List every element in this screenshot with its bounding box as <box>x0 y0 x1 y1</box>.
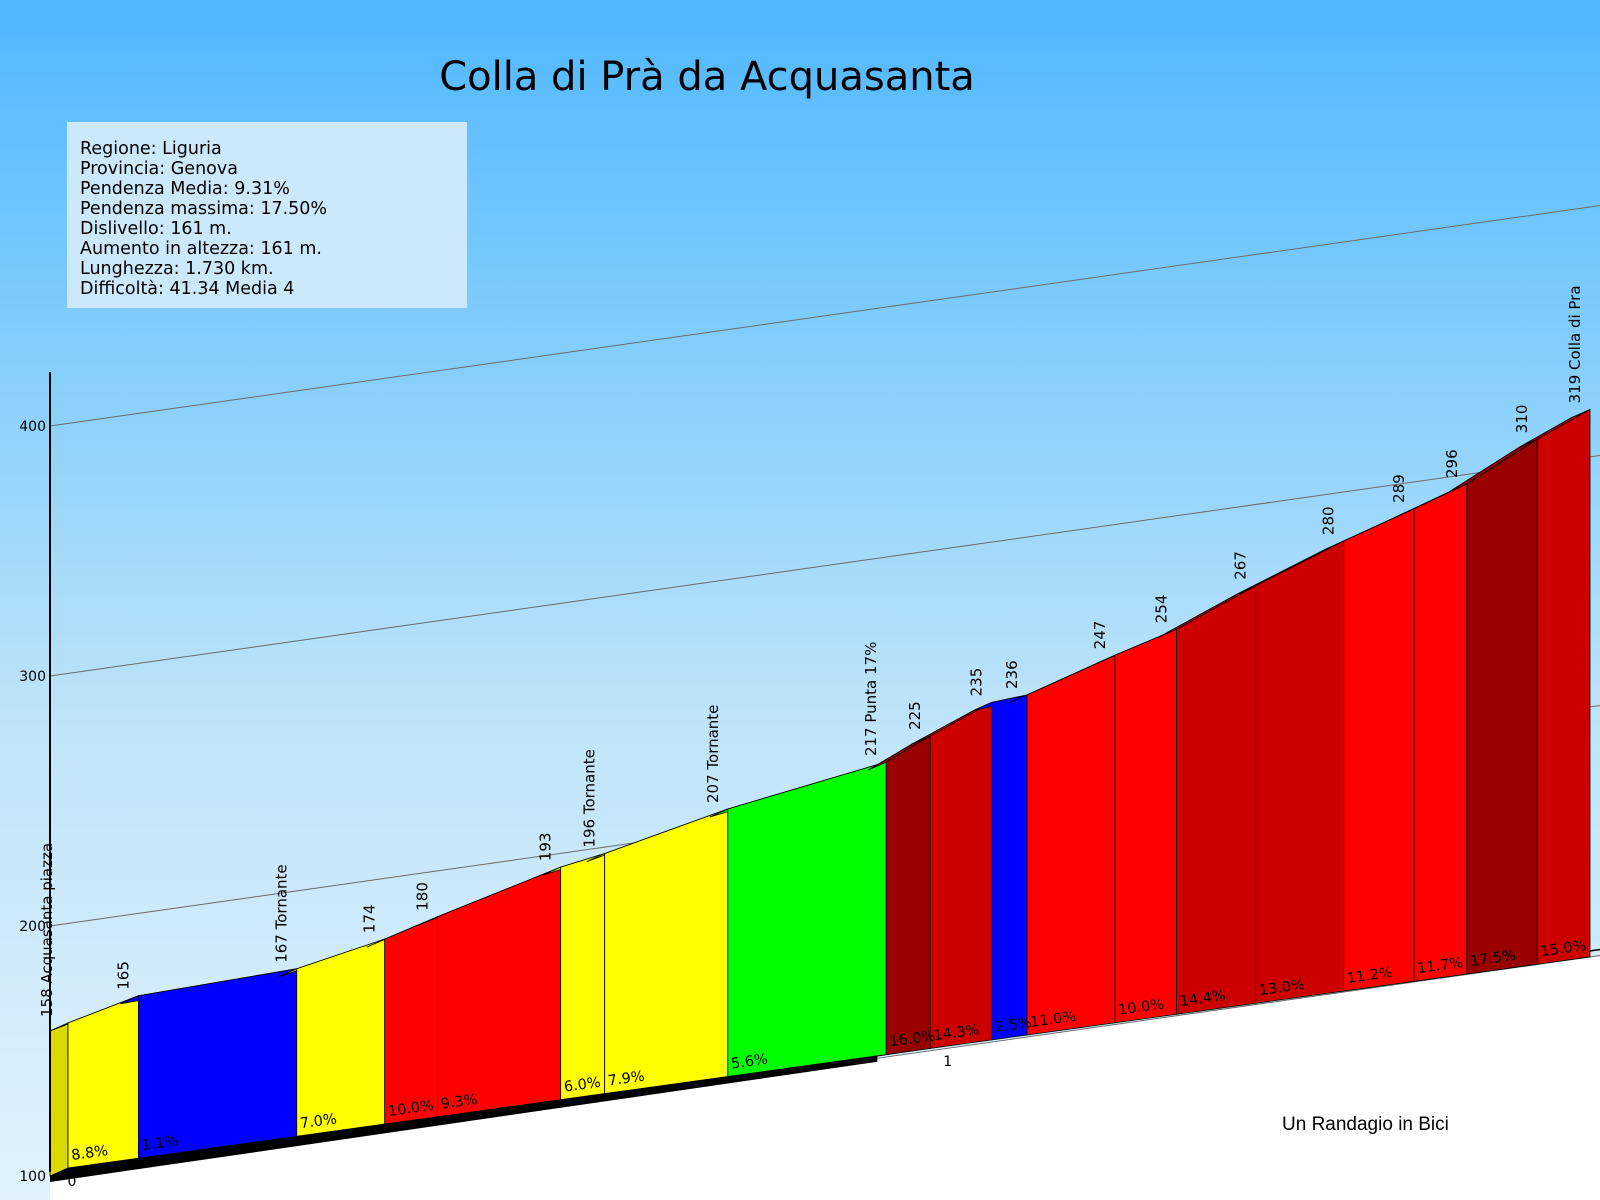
segment-bar <box>604 808 729 1095</box>
info-line: Lunghezza: 1.730 km. <box>80 259 274 279</box>
grade-label: 14.3% <box>933 1022 981 1044</box>
segment-bar <box>384 916 438 1125</box>
grade-label: 17.5% <box>1469 948 1517 970</box>
info-line: Pendenza massima: 17.50% <box>80 199 327 219</box>
segment-bar <box>1255 540 1345 1004</box>
segment-bar <box>885 735 931 1055</box>
segment-bar <box>1176 585 1257 1015</box>
grade-label: 16.0% <box>889 1028 937 1050</box>
credit-text: Un Randagio in Bici <box>1282 1114 1449 1135</box>
grid-line <box>49 205 1600 427</box>
grade-label: 11.0% <box>1029 1009 1077 1031</box>
grade-label: 10.0% <box>1117 997 1165 1019</box>
elevation-label: 193 <box>537 833 555 862</box>
elevation-label: 167 Tornante <box>273 864 291 962</box>
segment-bar <box>137 968 298 1159</box>
y-tick-label: 300 <box>19 669 46 685</box>
elevation-label: 235 <box>968 668 986 697</box>
info-line: Aumento in altezza: 161 m. <box>80 239 322 259</box>
segment-bar <box>437 866 562 1118</box>
grade-label: 11.2% <box>1346 965 1394 987</box>
elevation-label: 236 <box>1003 660 1021 689</box>
chart-title: Colla di Prà da Acquasanta <box>439 54 975 100</box>
segment-bar <box>560 853 606 1101</box>
segment-bar <box>1536 408 1591 965</box>
info-line: Regione: Liguria <box>80 139 222 159</box>
y-tick-label: 200 <box>19 919 46 935</box>
info-box-bg <box>67 122 467 308</box>
grade-label: 8.8% <box>70 1143 109 1164</box>
elevation-label: 247 <box>1091 621 1109 650</box>
elevation-label: 165 <box>114 961 132 990</box>
grade-label: 7.0% <box>299 1111 338 1132</box>
y-tick-label: 100 <box>19 1169 46 1185</box>
segment-side-face <box>49 1022 69 1177</box>
elevation-label: 180 <box>414 882 432 911</box>
segment-bar <box>1466 438 1538 975</box>
y-tick-label: 400 <box>19 419 46 435</box>
grade-label: 15.0% <box>1540 938 1588 960</box>
segment-bar <box>727 761 887 1077</box>
segment-bar <box>296 938 386 1137</box>
elevation-label: 158 Acquasanta piazza <box>38 843 56 1017</box>
info-line: Dislivello: 161 m. <box>80 219 232 239</box>
elevation-label: 217 Punta 17% <box>862 642 880 756</box>
km-mark-label: 1 <box>943 1054 952 1070</box>
grade-label: 11.7% <box>1416 955 1464 977</box>
info-line: Provincia: Genova <box>80 159 238 179</box>
info-line: Pendenza Media: 9.31% <box>80 179 290 199</box>
grade-label: 9.3% <box>440 1092 479 1113</box>
grade-label: 6.0% <box>563 1075 602 1096</box>
elevation-label: 289 <box>1390 474 1408 503</box>
elevation-label: 196 Tornante <box>581 749 599 847</box>
elevation-label: 174 <box>361 904 379 933</box>
grade-label: 14.4% <box>1179 988 1227 1010</box>
grade-label: 7.9% <box>607 1069 646 1090</box>
grade-label: 1.1% <box>141 1133 180 1154</box>
segment-bar <box>1343 508 1415 992</box>
grid-line <box>49 455 1600 677</box>
segment-bar <box>929 701 993 1049</box>
elevation-label: 207 Tornante <box>704 705 722 803</box>
elevation-label: 280 <box>1320 506 1338 535</box>
km-mark-label: 0 <box>68 1174 77 1190</box>
grade-label: 10.0% <box>387 1098 435 1120</box>
grade-label: 5.6% <box>730 1052 769 1073</box>
grade-label: 2.5% <box>994 1015 1033 1036</box>
segment-bar <box>67 995 139 1169</box>
elevation-label: 310 <box>1513 405 1531 434</box>
segment-bar <box>991 694 1028 1041</box>
segment-bar <box>1413 483 1468 982</box>
elevation-label: 267 <box>1232 551 1250 580</box>
ground-plane <box>50 948 1600 1200</box>
elevation-label: 225 <box>906 701 924 730</box>
elevation-label: 254 <box>1153 595 1171 624</box>
elevation-label: 296 <box>1443 449 1461 478</box>
road-base <box>50 1055 878 1182</box>
segment-bar <box>1026 654 1116 1036</box>
grade-label: 13.0% <box>1258 977 1306 999</box>
segment-bar <box>1114 628 1177 1024</box>
info-line: Difficoltà: 41.34 Media 4 <box>80 279 294 299</box>
elevation-label: 319 Colla di Pra <box>1566 285 1584 403</box>
